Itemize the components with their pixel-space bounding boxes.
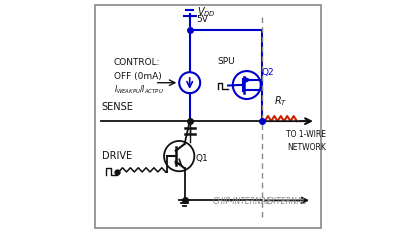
- Text: DRIVE: DRIVE: [102, 151, 132, 161]
- Text: NETWORK: NETWORK: [287, 143, 326, 152]
- Text: Q2: Q2: [262, 68, 274, 77]
- Text: EXTERNAL: EXTERNAL: [266, 197, 306, 206]
- Text: TO 1-WIRE: TO 1-WIRE: [286, 130, 326, 140]
- Text: OFF (0mA): OFF (0mA): [114, 72, 162, 81]
- Text: $I_{WEAKPU}$/$I_{ACTPU}$: $I_{WEAKPU}$/$I_{ACTPU}$: [114, 83, 164, 96]
- Text: CHIP-INTERNAL: CHIP-INTERNAL: [213, 197, 272, 206]
- FancyBboxPatch shape: [96, 5, 321, 228]
- Text: $R_T$: $R_T$: [274, 95, 287, 108]
- Text: $V_{DD}$: $V_{DD}$: [197, 5, 215, 19]
- Text: CONTROL:: CONTROL:: [114, 58, 160, 67]
- Text: 5V: 5V: [197, 15, 209, 24]
- Text: SENSE: SENSE: [102, 102, 134, 112]
- Text: SPU: SPU: [217, 57, 235, 66]
- Text: Q1: Q1: [196, 154, 209, 163]
